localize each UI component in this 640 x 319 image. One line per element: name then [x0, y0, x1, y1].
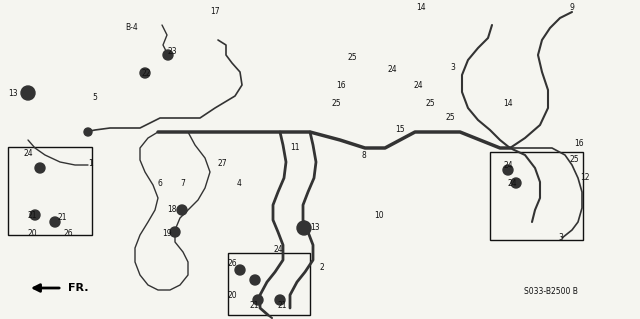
Text: 24: 24	[508, 179, 518, 188]
Circle shape	[275, 295, 285, 305]
Circle shape	[84, 128, 92, 136]
Text: 14: 14	[503, 99, 513, 108]
Text: 16: 16	[574, 138, 584, 147]
Circle shape	[163, 50, 173, 60]
Text: 16: 16	[336, 80, 346, 90]
Text: 24: 24	[274, 246, 284, 255]
Text: 22: 22	[141, 69, 150, 78]
Bar	[228, 253, 310, 315]
Text: 21: 21	[250, 300, 259, 309]
Circle shape	[140, 68, 150, 78]
Text: 2: 2	[320, 263, 324, 272]
Text: 25: 25	[348, 53, 358, 62]
Text: 5: 5	[92, 93, 97, 102]
Text: 6: 6	[157, 179, 162, 188]
Text: 20: 20	[28, 228, 38, 238]
Text: 19: 19	[162, 228, 172, 238]
Text: 24: 24	[23, 149, 33, 158]
Circle shape	[503, 165, 513, 175]
Text: 24: 24	[503, 160, 513, 169]
Text: 17: 17	[210, 8, 220, 17]
Text: 20: 20	[228, 291, 237, 300]
Circle shape	[235, 265, 245, 275]
Text: 7: 7	[180, 179, 185, 188]
Circle shape	[177, 205, 187, 215]
Text: 21: 21	[277, 300, 287, 309]
Text: 4: 4	[237, 179, 242, 188]
Circle shape	[21, 86, 35, 100]
Bar	[490, 152, 583, 240]
Text: 8: 8	[362, 151, 367, 160]
Text: 12: 12	[580, 174, 589, 182]
Text: 13: 13	[310, 224, 319, 233]
Text: 21: 21	[57, 213, 67, 222]
Text: 21: 21	[27, 211, 36, 219]
Bar	[8, 147, 92, 235]
Text: 23: 23	[168, 48, 178, 56]
Text: 26: 26	[63, 228, 72, 238]
Circle shape	[50, 217, 60, 227]
Text: 24: 24	[413, 80, 422, 90]
Text: S033-B2500 B: S033-B2500 B	[524, 286, 578, 295]
Text: 26: 26	[228, 258, 237, 268]
Text: 3: 3	[450, 63, 455, 72]
Text: B-4: B-4	[125, 24, 138, 33]
Text: 27: 27	[218, 159, 228, 167]
Circle shape	[30, 210, 40, 220]
Circle shape	[250, 275, 260, 285]
Text: 25: 25	[426, 99, 436, 108]
Circle shape	[35, 163, 45, 173]
Text: 24: 24	[388, 65, 397, 75]
Text: 18: 18	[167, 205, 177, 214]
Text: 3: 3	[558, 234, 563, 242]
Text: FR.: FR.	[68, 283, 88, 293]
Text: 14: 14	[416, 4, 426, 12]
Text: 13: 13	[8, 88, 18, 98]
Text: 10: 10	[374, 211, 383, 219]
Circle shape	[511, 178, 521, 188]
Circle shape	[253, 295, 263, 305]
Text: 15: 15	[395, 125, 404, 135]
Text: 11: 11	[290, 144, 300, 152]
Circle shape	[297, 221, 311, 235]
Text: 25: 25	[569, 155, 579, 165]
Text: 1: 1	[88, 159, 93, 167]
Text: 9: 9	[570, 4, 575, 12]
Text: 25: 25	[332, 99, 342, 108]
Circle shape	[170, 227, 180, 237]
Text: 25: 25	[445, 114, 454, 122]
